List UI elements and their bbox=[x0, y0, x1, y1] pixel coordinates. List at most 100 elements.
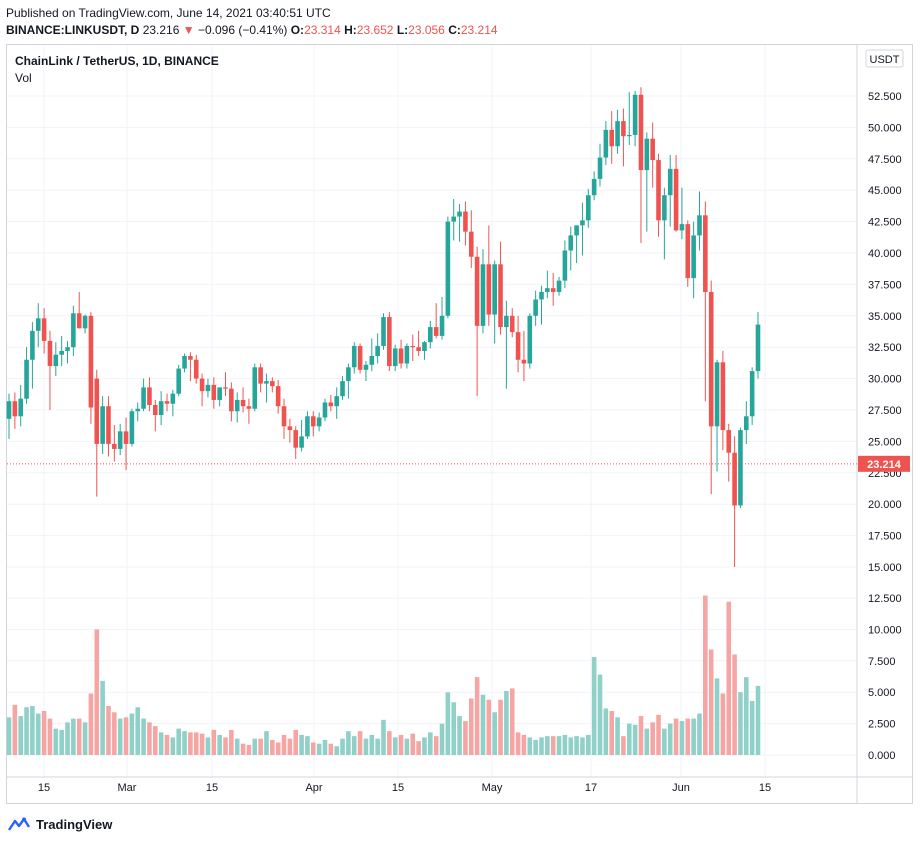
candle-body bbox=[509, 315, 515, 333]
candle-body bbox=[749, 371, 755, 417]
time-tick-label: May bbox=[482, 782, 503, 794]
candle-body bbox=[18, 398, 24, 417]
candle-body bbox=[387, 317, 392, 367]
candle-body bbox=[112, 443, 117, 449]
price-tick-label: 40.000 bbox=[868, 248, 902, 260]
candle-body bbox=[193, 359, 199, 379]
candle-body bbox=[738, 430, 743, 506]
price-tick-label: 5.000 bbox=[868, 687, 896, 699]
candle-body bbox=[486, 264, 492, 315]
candle-body bbox=[152, 404, 158, 416]
candle-body bbox=[76, 313, 82, 329]
high-value: 23.652 bbox=[356, 23, 394, 37]
candle-body bbox=[609, 129, 615, 147]
volume-label[interactable]: Vol bbox=[15, 71, 32, 85]
candle-body bbox=[445, 221, 451, 316]
candle-body bbox=[100, 406, 105, 444]
chart-legend: ChainLink / TetherUS, 1D, BINANCE Vol bbox=[15, 53, 219, 87]
candle-body bbox=[650, 138, 655, 161]
tradingview-brand[interactable]: TradingView bbox=[36, 816, 113, 832]
candle-body bbox=[82, 315, 88, 329]
price-tick-label: 20.000 bbox=[868, 499, 902, 511]
candle-body bbox=[492, 264, 497, 315]
high-label: H: bbox=[344, 23, 357, 37]
candle-body bbox=[574, 225, 579, 236]
candle-body bbox=[691, 235, 696, 279]
candle-body bbox=[234, 399, 240, 412]
price-tick-label: 0.000 bbox=[868, 750, 896, 762]
currency-box[interactable] bbox=[865, 49, 904, 68]
candle-body bbox=[53, 354, 59, 367]
price-tick-label: 12.500 bbox=[868, 593, 902, 605]
candle-body bbox=[35, 318, 41, 331]
candle-body bbox=[480, 264, 486, 326]
candle-body bbox=[504, 315, 509, 328]
down-arrow-icon: ▼ bbox=[182, 23, 195, 37]
candle-body bbox=[293, 430, 299, 448]
symbol-name[interactable]: BINANCE:LINKUSDT, D bbox=[6, 23, 140, 37]
candle-body bbox=[316, 417, 322, 427]
candle-body bbox=[158, 401, 164, 416]
candle-body bbox=[351, 345, 357, 368]
price-tick-label: 52.500 bbox=[868, 91, 902, 103]
candle-body bbox=[299, 436, 304, 448]
chart-title[interactable]: ChainLink / TetherUS, 1D, BINANCE bbox=[15, 54, 219, 68]
candle-body bbox=[673, 168, 679, 231]
candle-body bbox=[638, 94, 644, 171]
candle-body bbox=[533, 299, 538, 316]
candle-body bbox=[562, 250, 568, 281]
candle-body bbox=[106, 406, 111, 444]
candle-body bbox=[199, 378, 205, 392]
last-price: 23.216 bbox=[142, 23, 180, 37]
candle-body bbox=[568, 235, 574, 251]
candle-body bbox=[422, 342, 427, 351]
candle-body bbox=[217, 387, 222, 400]
tradingview-logo-icon[interactable] bbox=[8, 817, 30, 831]
candle-body bbox=[357, 345, 363, 370]
candle-body bbox=[141, 387, 146, 409]
candle-body bbox=[720, 362, 726, 431]
candle-body bbox=[410, 345, 416, 348]
candle-body bbox=[545, 288, 550, 292]
candle-body bbox=[679, 224, 685, 231]
candle-body bbox=[662, 195, 667, 221]
price-tick-label: 7.500 bbox=[868, 656, 896, 668]
candle-body bbox=[474, 256, 480, 326]
current-price-label: 23.214 bbox=[867, 459, 902, 471]
time-tick-label: 15 bbox=[392, 782, 404, 794]
candle-body bbox=[205, 384, 211, 392]
price-tick-label: 15.000 bbox=[868, 562, 902, 574]
candle-body bbox=[527, 315, 533, 364]
candle-body bbox=[59, 350, 64, 355]
candle-body bbox=[340, 381, 345, 397]
candle-body bbox=[65, 347, 70, 351]
candle-body bbox=[468, 231, 474, 257]
chart-frame[interactable] bbox=[6, 44, 913, 804]
time-tick-label: 15 bbox=[759, 782, 771, 794]
candle-body bbox=[591, 178, 597, 196]
candle-body bbox=[621, 121, 626, 137]
low-value: 23.056 bbox=[408, 23, 445, 37]
price-tick-label: 25.000 bbox=[868, 436, 902, 448]
candle-body bbox=[708, 291, 714, 427]
footer: TradingView bbox=[8, 814, 112, 834]
price-tick-label: 2.500 bbox=[868, 719, 896, 731]
candle-body bbox=[164, 401, 170, 404]
candle-body bbox=[229, 388, 234, 412]
price-change: −0.096 (−0.41%) bbox=[197, 23, 288, 37]
candle-body bbox=[24, 359, 29, 399]
candle-body bbox=[703, 215, 708, 292]
candle-body bbox=[498, 264, 503, 328]
current-price-badge bbox=[858, 455, 910, 472]
candle-body bbox=[12, 401, 18, 417]
time-tick-label: Apr bbox=[305, 782, 322, 794]
candle-body bbox=[240, 399, 246, 407]
candle-body bbox=[147, 387, 152, 405]
candle-body bbox=[41, 318, 47, 341]
candle-body bbox=[521, 359, 527, 364]
candle-body bbox=[615, 121, 620, 147]
candle-body bbox=[667, 168, 673, 196]
candle-body bbox=[135, 408, 141, 412]
time-tick-label: Jun bbox=[672, 782, 690, 794]
